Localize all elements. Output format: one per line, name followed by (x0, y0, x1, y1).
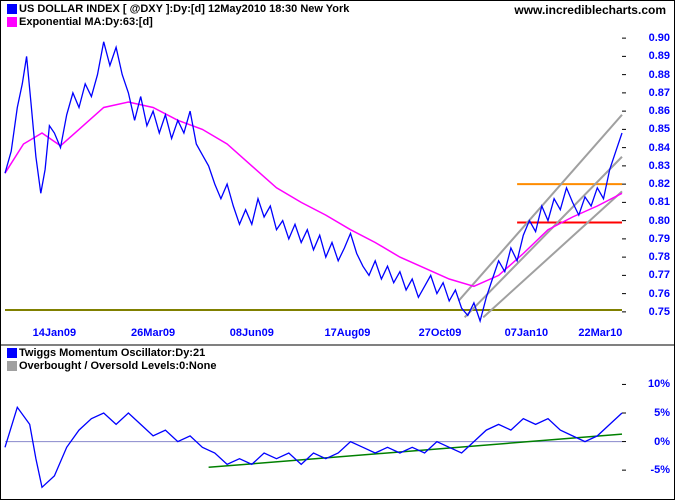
chart-container: www.incrediblecharts.com US DOLLAR INDEX… (0, 0, 675, 500)
x-tick-label: 14Jan09 (33, 327, 76, 339)
y-tick-label: 5% (654, 407, 670, 419)
x-tick-label: 07Jan10 (505, 327, 548, 339)
y-tick-label: 0.85 (649, 123, 670, 135)
y-tick-label: 0.80 (649, 215, 670, 227)
x-tick-label: 22Mar10 (578, 327, 622, 339)
y-tick-label: 0.77 (649, 269, 670, 281)
lower-oscillator-chart (1, 1, 674, 499)
x-tick-label: 26Mar09 (131, 327, 175, 339)
y-tick-label: 0.87 (649, 87, 670, 99)
y-tick-label: 10% (648, 378, 670, 390)
y-tick-label: 0.83 (649, 160, 670, 172)
y-tick-label: 0.90 (649, 32, 670, 44)
x-tick-label: 17Aug09 (324, 327, 370, 339)
y-tick-label: 0.75 (649, 306, 670, 318)
y-tick-label: 0.84 (649, 142, 670, 154)
x-tick-label: 27Oct09 (419, 327, 462, 339)
y-tick-label: 0.86 (649, 105, 670, 117)
y-tick-label: 0.89 (649, 50, 670, 62)
y-tick-label: 0.82 (649, 178, 670, 190)
y-tick-label: 0.78 (649, 251, 670, 263)
y-tick-label: 0.79 (649, 233, 670, 245)
y-tick-label: 0.76 (649, 288, 670, 300)
y-tick-label: 0% (654, 436, 670, 448)
y-tick-label: -5% (650, 464, 670, 476)
y-tick-label: 0.88 (649, 69, 670, 81)
x-tick-label: 08Jun09 (230, 327, 274, 339)
y-tick-label: 0.81 (649, 196, 670, 208)
